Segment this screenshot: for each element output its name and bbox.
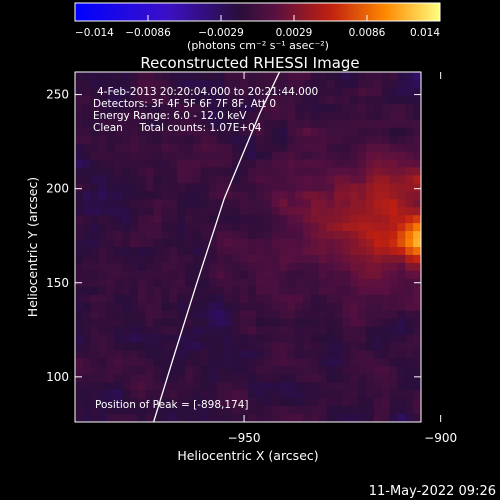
colorbar: −0.014 −0.0086 −0.0029 0.0029 0.0086 0.014 (p… <box>74 2 441 52</box>
colorbar-tick-label: −0.014 <box>75 27 114 39</box>
colorbar-tick-label: 0.0029 <box>276 27 313 39</box>
colorbar-ticks: −0.014 −0.0086 −0.0029 0.0029 0.0086 0.014 <box>74 15 441 39</box>
colorbar-gradient <box>75 3 440 21</box>
colorbar-tick-label: 0.0086 <box>349 27 386 39</box>
y-tick-label: 150 <box>46 276 69 290</box>
x-tick-label: −900 <box>424 431 457 445</box>
y-tick-label: 250 <box>46 88 69 102</box>
annotation-detectors: Detectors: 3F 4F 5F 6F 7F 8F, Att 0 <box>93 98 276 110</box>
x-tick-label: −950 <box>228 431 261 445</box>
colorbar-unit-label: (photons cm⁻² s⁻¹ asec⁻²) <box>187 39 329 52</box>
x-axis-ticks: −950−900−850 <box>228 72 457 445</box>
date-stamp: 11-May-2022 09:26 <box>369 484 496 499</box>
y-axis-ticks: 100 150 200 250 <box>46 88 421 384</box>
y-tick-label: 200 <box>46 182 69 196</box>
heatmap-image <box>75 72 421 422</box>
annotation-time-range: 4-Feb-2013 20:20:04.000 to 20:21:44.000 <box>97 86 318 98</box>
annotation-clean-counts: Clean Total counts: 1.07E+04 <box>93 122 262 134</box>
colorbar-tick-label: 0.014 <box>410 27 440 39</box>
colorbar-tick-label: −0.0086 <box>125 27 171 39</box>
chart-title: Reconstructed RHESSI Image <box>140 54 359 72</box>
y-tick-label: 100 <box>46 370 69 384</box>
annotation-peak-position: Position of Peak = [-898,174] <box>95 399 249 411</box>
y-axis-label: Heliocentric Y (arcsec) <box>25 177 40 317</box>
solar-limb-curve <box>152 72 281 422</box>
annotation-energy-range: Energy Range: 6.0 - 12.0 keV <box>93 110 247 122</box>
colorbar-tick-label: −0.0029 <box>198 27 244 39</box>
x-axis-label: Heliocentric X (arcsec) <box>177 448 318 463</box>
colorbar-frame <box>74 2 441 22</box>
plot-frame <box>74 71 422 423</box>
